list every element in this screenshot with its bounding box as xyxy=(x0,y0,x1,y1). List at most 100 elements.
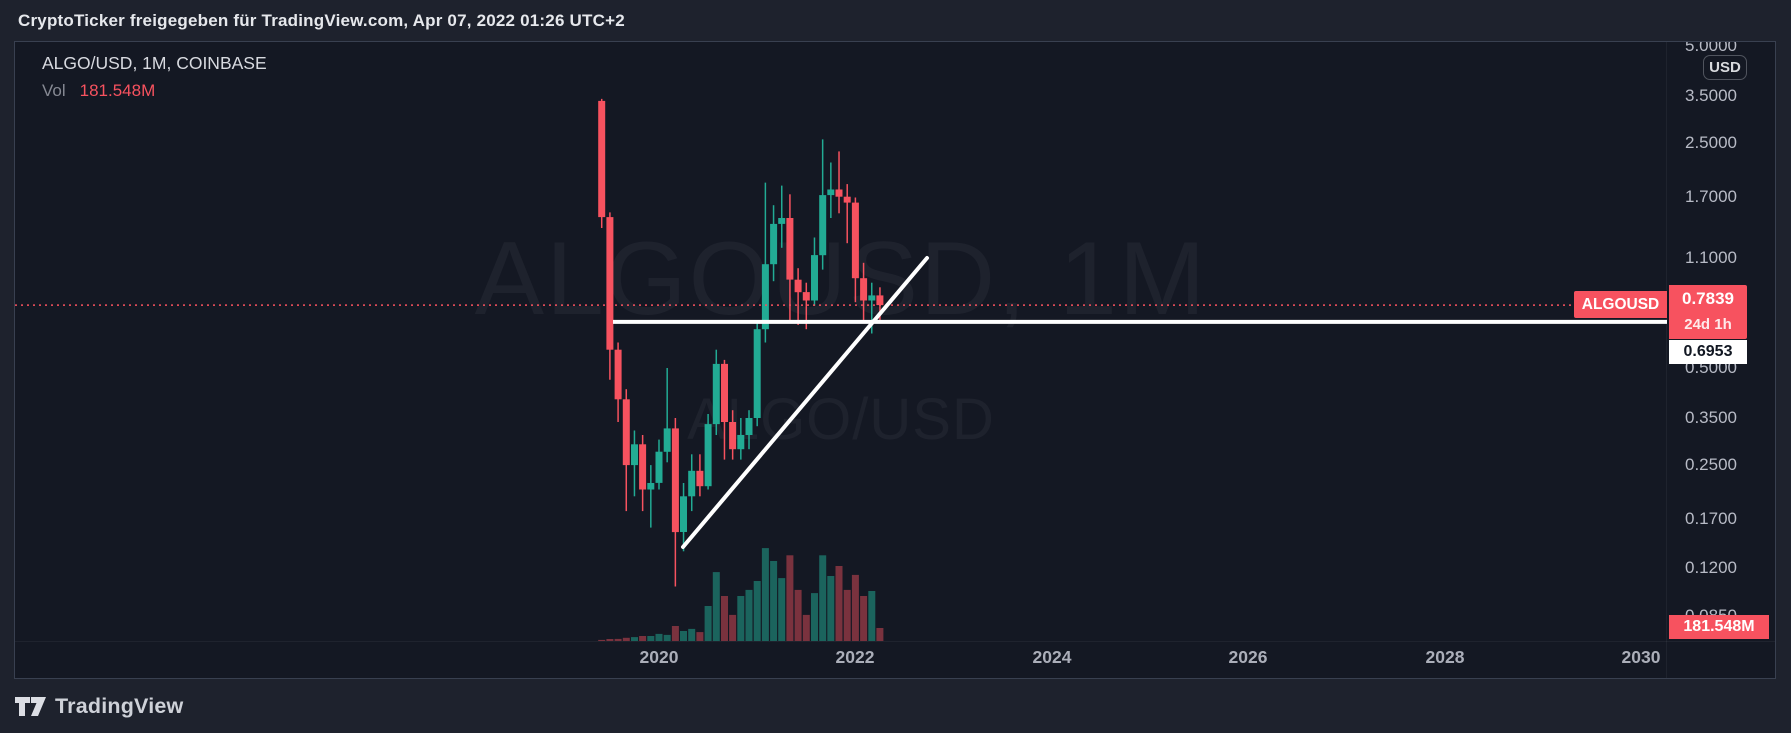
volume-bar-2019-09 xyxy=(622,637,630,641)
volume-bar-2020-07 xyxy=(704,606,712,641)
chart-widget[interactable]: ALGOUSD, 1M ALGO/USD ALGO/USD, 1M, COINB… xyxy=(14,41,1776,679)
volume-bar-2019-11 xyxy=(639,636,647,641)
candle-body xyxy=(778,218,786,224)
last-price-badge: 0.7839 24d 1h xyxy=(1669,285,1747,339)
time-tick-2026: 2026 xyxy=(1228,647,1268,667)
attribution-bar: CryptoTicker freigegeben für TradingView… xyxy=(0,0,1791,41)
time-tick-2030: 2030 xyxy=(1621,647,1661,667)
candle-2021-03 xyxy=(770,205,778,282)
volume-bar-2021-01 xyxy=(753,581,761,641)
candle-body xyxy=(639,444,647,490)
volume-bar-2020-06 xyxy=(696,632,704,641)
price-tick-2.5000: 2.5000 xyxy=(1685,133,1737,152)
volume-bar-2021-05 xyxy=(786,555,794,641)
candle-body xyxy=(696,470,704,487)
candle-2020-10 xyxy=(729,410,737,460)
volume-bar-2020-02 xyxy=(663,634,671,641)
bottom-bar: TradingView xyxy=(0,679,1791,733)
candle-body xyxy=(704,424,712,487)
price-tick-0.3500: 0.3500 xyxy=(1685,408,1737,427)
volume-bar-2020-05 xyxy=(688,628,696,641)
currency-toggle-button[interactable]: USD xyxy=(1703,55,1747,80)
volume-bar-2019-06 xyxy=(598,639,606,641)
candle-body xyxy=(745,418,753,435)
candlestick-series xyxy=(598,98,884,587)
candle-2021-09 xyxy=(819,139,827,270)
price-tick-0.1200: 0.1200 xyxy=(1685,558,1737,577)
candle-2020-06 xyxy=(696,454,704,497)
volume-bar-2020-10 xyxy=(729,614,737,641)
candle-2020-08 xyxy=(712,349,720,435)
candle-2020-03 xyxy=(671,418,679,587)
candle-2020-07 xyxy=(704,414,712,490)
attribution-text: CryptoTicker freigegeben für TradingView… xyxy=(18,10,625,30)
candle-body xyxy=(843,196,851,203)
candle-2022-01 xyxy=(851,197,859,303)
candle-body xyxy=(761,264,769,330)
volume-bar-2020-11 xyxy=(737,596,745,641)
candle-body xyxy=(860,278,868,301)
candle-body xyxy=(827,189,835,196)
volume-bar-2021-08 xyxy=(811,593,818,641)
candle-body xyxy=(876,295,884,306)
volume-histogram xyxy=(598,548,884,641)
volume-bar-2019-10 xyxy=(631,637,638,641)
candle-body xyxy=(737,435,745,450)
volume-bar-2020-01 xyxy=(655,633,663,641)
candle-2021-08 xyxy=(811,237,818,306)
price-tick-1.1000: 1.1000 xyxy=(1685,248,1737,267)
time-tick-2024: 2024 xyxy=(1032,647,1072,667)
last-price-value: 0.7839 xyxy=(1682,289,1734,308)
candle-2019-12 xyxy=(647,465,655,528)
price-tick-0.1700: 0.1700 xyxy=(1685,509,1737,528)
volume-bar-2020-12 xyxy=(745,589,753,641)
volume-bar-2020-08 xyxy=(712,572,720,641)
volume-bar-2021-06 xyxy=(794,589,802,641)
price-tick-0.2500: 0.2500 xyxy=(1685,455,1737,474)
volume-bar-2021-07 xyxy=(802,614,810,641)
volume-bar-2020-04 xyxy=(680,631,687,641)
volume-bar-2022-04 xyxy=(876,628,884,641)
candle-2021-06 xyxy=(794,268,802,325)
volume-value-badge: 181.548M xyxy=(1669,615,1769,639)
vol-value: 181.548M xyxy=(79,81,156,100)
vol-label: Vol xyxy=(42,81,66,100)
symbol-description[interactable]: ALGO/USD, 1M, COINBASE xyxy=(42,53,267,73)
candle-body xyxy=(851,202,859,279)
volume-bar-2022-01 xyxy=(851,574,859,641)
tradingview-logo[interactable]: TradingView xyxy=(15,693,183,719)
candle-body xyxy=(606,217,614,350)
candle-2020-04 xyxy=(680,483,687,552)
price-tick-5.0000: 5.0000 xyxy=(1685,41,1737,55)
candle-body xyxy=(770,223,778,265)
candle-body xyxy=(786,218,794,280)
candle-2019-06 xyxy=(598,98,606,228)
volume-bar-2022-02 xyxy=(860,596,868,641)
candle-countdown: 24d 1h xyxy=(1684,316,1732,333)
price-tick-1.7000: 1.7000 xyxy=(1685,187,1737,206)
volume-bar-2019-08 xyxy=(614,638,622,641)
candle-body xyxy=(835,189,843,197)
candle-body xyxy=(753,329,761,418)
price-scale-separator xyxy=(1666,42,1667,678)
horizontal-line-price-label: 0.6953 xyxy=(1669,340,1747,364)
symbol-price-label: ALGOUSD xyxy=(1574,291,1667,318)
time-scale-separator xyxy=(15,641,1775,642)
price-tick-3.5000: 3.5000 xyxy=(1685,86,1737,105)
candle-2020-02 xyxy=(663,368,671,463)
candle-2020-01 xyxy=(655,439,663,490)
trendline-drawing[interactable] xyxy=(681,256,929,549)
volume-bar-2021-12 xyxy=(843,589,851,641)
candle-2020-09 xyxy=(721,359,728,460)
tradingview-logo-icon xyxy=(15,697,46,716)
candle-body xyxy=(794,279,802,293)
candle-body xyxy=(598,100,606,218)
candle-body xyxy=(655,451,663,483)
price-chart-canvas[interactable] xyxy=(14,41,1776,679)
candle-2019-09 xyxy=(622,389,630,512)
chart-legend: ALGO/USD, 1M, COINBASE Vol 181.548M xyxy=(42,53,267,101)
candle-2021-05 xyxy=(786,194,794,321)
candle-2021-10 xyxy=(827,162,835,218)
volume-bar-2021-09 xyxy=(819,555,827,641)
volume-bar-2021-11 xyxy=(835,566,843,641)
